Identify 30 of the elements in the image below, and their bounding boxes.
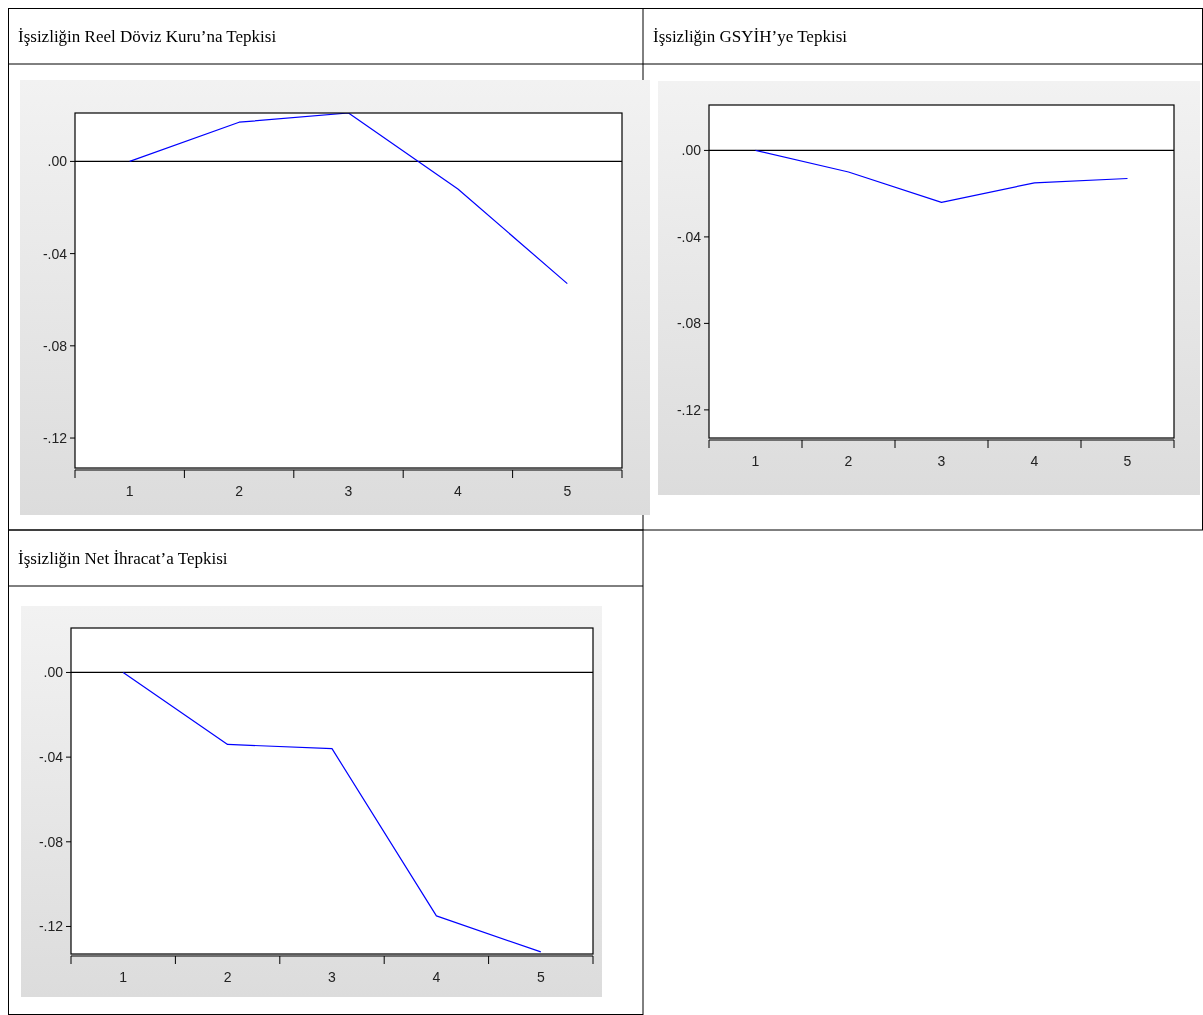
x-tick-label: 2: [844, 453, 853, 469]
chart-title: İşsizliğin Reel Döviz Kuru’na Tepkisi: [18, 27, 277, 46]
x-tick-label: 3: [937, 453, 946, 469]
y-tick-label: -.08: [38, 833, 64, 850]
y-tick-label: -.08: [42, 337, 68, 354]
x-tick-label: 4: [432, 969, 441, 985]
y-tick-label: .00: [681, 142, 702, 159]
y-tick-label: -.12: [38, 918, 64, 935]
x-tick-label: 5: [563, 483, 572, 499]
x-tick-label: 3: [344, 483, 353, 499]
chart-title: İşsizliğin GSYİH’ye Tepkisi: [653, 27, 848, 46]
y-tick-label: -.12: [42, 429, 68, 446]
x-tick-label: 3: [328, 969, 337, 985]
y-tick-label: -.04: [676, 228, 702, 245]
x-tick-label: 1: [751, 453, 760, 469]
x-tick-label: 5: [536, 969, 545, 985]
x-tick-label: 5: [1123, 453, 1132, 469]
x-tick-label: 4: [454, 483, 462, 499]
y-tick-label: .00: [47, 153, 68, 170]
y-tick-label: -.04: [38, 749, 64, 766]
y-tick-label: -.12: [676, 401, 702, 418]
x-tick-label: 1: [125, 483, 134, 499]
chart-title: İşsizliğin Net İhracat’a Tepkisi: [18, 549, 228, 568]
x-tick-label: 4: [1030, 453, 1039, 469]
y-tick-label: -.04: [42, 245, 68, 262]
y-tick-label: -.08: [676, 315, 702, 332]
x-tick-label: 1: [119, 969, 128, 985]
x-tick-label: 2: [223, 969, 232, 985]
x-tick-label: 2: [235, 483, 244, 499]
y-tick-label: .00: [43, 664, 64, 681]
